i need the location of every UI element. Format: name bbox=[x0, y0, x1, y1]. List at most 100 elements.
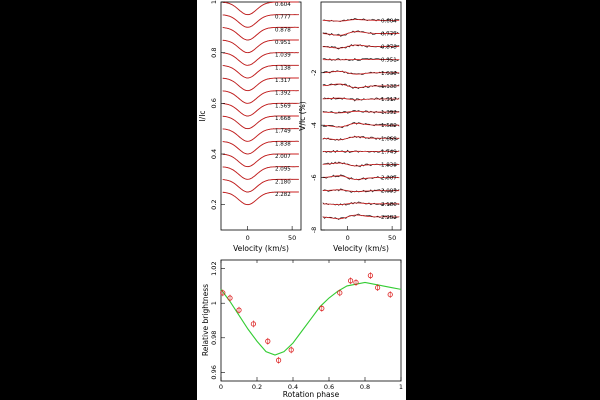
stokes-i-phase-label: 1.668 bbox=[275, 116, 291, 122]
light-curve-ylabel: Relative brightness bbox=[201, 284, 210, 356]
stokes-v-model-profile bbox=[322, 110, 400, 114]
stokes-v-model-profile bbox=[322, 122, 400, 128]
stokes-i-phase-labels: 0.604 0.777 0.878 0.951 1.039 1.138 1.317 1.392… bbox=[275, 2, 291, 198]
stokes-v-model-profile bbox=[322, 97, 400, 101]
stokes-i-model-profile bbox=[222, 166, 299, 180]
stokes-i-phase-label: 1.569 bbox=[275, 103, 291, 109]
stokes-v-xtick-label: 0 bbox=[346, 234, 350, 242]
stokes-v-model-profile bbox=[322, 19, 400, 22]
stokes-v-phase-label: 1.668 bbox=[381, 136, 397, 142]
stokes-i-phase-label: 2.180 bbox=[275, 179, 291, 185]
stokes-i-profiles bbox=[222, 1, 299, 206]
stokes-i-xtick-label: 50 bbox=[288, 234, 296, 242]
stokes-i-panel: 0.604 0.777 0.878 0.951 1.039 1.138 1.317 1.392… bbox=[198, 0, 302, 253]
light-curve-model-line bbox=[220, 281, 402, 356]
stokes-i-ytick-label: 0.6 bbox=[210, 98, 218, 108]
stokes-i-model-profile bbox=[222, 1, 299, 16]
stokes-v-phase-label: 0.777 bbox=[381, 31, 397, 37]
stokes-i-model-profile bbox=[222, 52, 299, 66]
stokes-i-phase-label: 2.007 bbox=[275, 154, 291, 160]
stokes-v-model-profile bbox=[322, 70, 400, 75]
stokes-v-phase-label: 1.838 bbox=[381, 163, 397, 169]
stokes-i-ytick-label: 1 bbox=[210, 0, 218, 4]
stokes-v-ytick-label: -6 bbox=[310, 174, 318, 180]
stokes-v-panel: 0.604 0.777 0.878 0.951 1.039 1.138 1.317 1.392… bbox=[298, 1, 402, 253]
stokes-v-model-profile bbox=[322, 136, 400, 141]
stokes-i-model-profile bbox=[222, 77, 299, 92]
light-curve-ytick-label: 1.02 bbox=[210, 261, 218, 275]
light-curve-axis-ticks: 0 0.2 0.4 0.6 0.8 1 0.96 0.98 1 1.02 bbox=[210, 260, 403, 391]
stokes-i-phase-label: 0.951 bbox=[275, 40, 291, 46]
stokes-i-phase-label: 1.138 bbox=[275, 65, 291, 71]
stokes-v-model-profile bbox=[322, 162, 400, 167]
light-curve-frame bbox=[220, 259, 402, 382]
stokes-v-profiles bbox=[322, 18, 400, 220]
stokes-v-axis-ticks: -8 -6 -4 -2 0 50 bbox=[310, 70, 396, 242]
stokes-i-phase-label: 1.317 bbox=[275, 78, 291, 84]
stokes-v-phase-label: 2.007 bbox=[381, 176, 397, 182]
stokes-i-ytick-label: 0.4 bbox=[210, 149, 218, 159]
stokes-v-ytick-label: -2 bbox=[310, 70, 318, 76]
stokes-i-phase-label: 0.878 bbox=[275, 27, 291, 33]
stokes-i-phase-label: 1.838 bbox=[275, 141, 291, 147]
light-curve-xtick-label: 0 bbox=[219, 383, 223, 391]
stokes-v-phase-label: 1.039 bbox=[381, 71, 397, 77]
stokes-v-ylabel: V/Ic (%) bbox=[298, 101, 307, 130]
stokes-v-frame bbox=[320, 1, 402, 231]
stokes-i-phase-label: 2.095 bbox=[275, 167, 291, 173]
stokes-i-model-profile bbox=[222, 26, 299, 41]
stokes-i-phase-label: 1.039 bbox=[275, 53, 291, 59]
stokes-v-phase-label: 2.282 bbox=[381, 215, 397, 221]
stokes-v-phase-label: 1.138 bbox=[381, 84, 397, 90]
stokes-v-model-profile bbox=[322, 202, 400, 205]
stokes-v-model-profile bbox=[322, 189, 400, 192]
stokes-v-phase-label: 0.878 bbox=[381, 45, 397, 51]
stokes-i-phase-label: 0.604 bbox=[275, 2, 291, 8]
stokes-v-phase-label: 2.095 bbox=[381, 189, 397, 195]
light-curve-points bbox=[220, 272, 393, 364]
stokes-v-model-profile bbox=[322, 31, 400, 36]
stokes-i-model-profile bbox=[222, 140, 299, 155]
figure-background bbox=[197, 0, 406, 400]
stokes-v-xtick-label: 50 bbox=[388, 234, 396, 242]
stokes-v-phase-label: 1.392 bbox=[381, 110, 397, 116]
stokes-v-phase-label: 1.569 bbox=[381, 123, 397, 129]
light-curve-xtick-label: 0.6 bbox=[324, 383, 334, 391]
stokes-i-model-profile bbox=[222, 153, 299, 168]
stokes-v-model-profile bbox=[322, 44, 400, 49]
stokes-i-xtick-label: 0 bbox=[246, 234, 250, 242]
light-curve-xtick-label: 0.2 bbox=[252, 383, 262, 391]
stokes-v-model-profile bbox=[322, 214, 400, 220]
stokes-i-ytick-label: 0.2 bbox=[210, 199, 218, 209]
stokes-i-model-profile bbox=[222, 102, 299, 117]
stokes-v-phase-label: 2.180 bbox=[381, 202, 397, 208]
stokes-i-phase-label: 1.392 bbox=[275, 91, 291, 97]
stokes-v-phase-labels: 0.604 0.777 0.878 0.951 1.039 1.138 1.317 1.392… bbox=[381, 18, 397, 221]
stokes-v-phase-label: 1.317 bbox=[381, 97, 397, 103]
stokes-i-model-profile bbox=[222, 14, 299, 28]
stokes-i-model-profile bbox=[222, 39, 299, 54]
stokes-i-model-profile bbox=[222, 178, 299, 193]
stokes-v-phase-label: 1.749 bbox=[381, 149, 397, 155]
stokes-i-model-profile bbox=[222, 64, 299, 79]
stokes-i-model-profile bbox=[222, 115, 299, 130]
light-curve-ytick-label: 0.98 bbox=[210, 331, 218, 345]
stokes-i-model-profile bbox=[222, 90, 299, 104]
light-curve-xtick-label: 0.8 bbox=[360, 383, 370, 391]
stokes-i-phase-label: 1.749 bbox=[275, 129, 291, 135]
light-curve-model bbox=[220, 281, 402, 356]
stokes-v-xlabel: Velocity (km/s) bbox=[333, 244, 389, 253]
stokes-i-ytick-label: 0.8 bbox=[210, 47, 218, 57]
stokes-v-ytick-label: -4 bbox=[310, 122, 318, 128]
light-curve-panel: 0 0.2 0.4 0.6 0.8 1 0.96 0.98 1 1.02 Rotation pha… bbox=[201, 259, 403, 399]
stokes-v-phase-label: 0.604 bbox=[381, 18, 397, 24]
stokes-v-ytick-label: -8 bbox=[310, 227, 318, 233]
stokes-i-phase-label: 2.282 bbox=[275, 192, 291, 198]
stokes-i-model-profile bbox=[222, 191, 299, 206]
stokes-i-ylabel: I/Ic bbox=[198, 110, 207, 121]
stokes-i-frame bbox=[220, 1, 302, 231]
light-curve-xtick-label: 1 bbox=[399, 383, 403, 391]
light-curve-ytick-label: 0.96 bbox=[210, 365, 218, 379]
light-curve-xlabel: Rotation phase bbox=[283, 390, 340, 399]
